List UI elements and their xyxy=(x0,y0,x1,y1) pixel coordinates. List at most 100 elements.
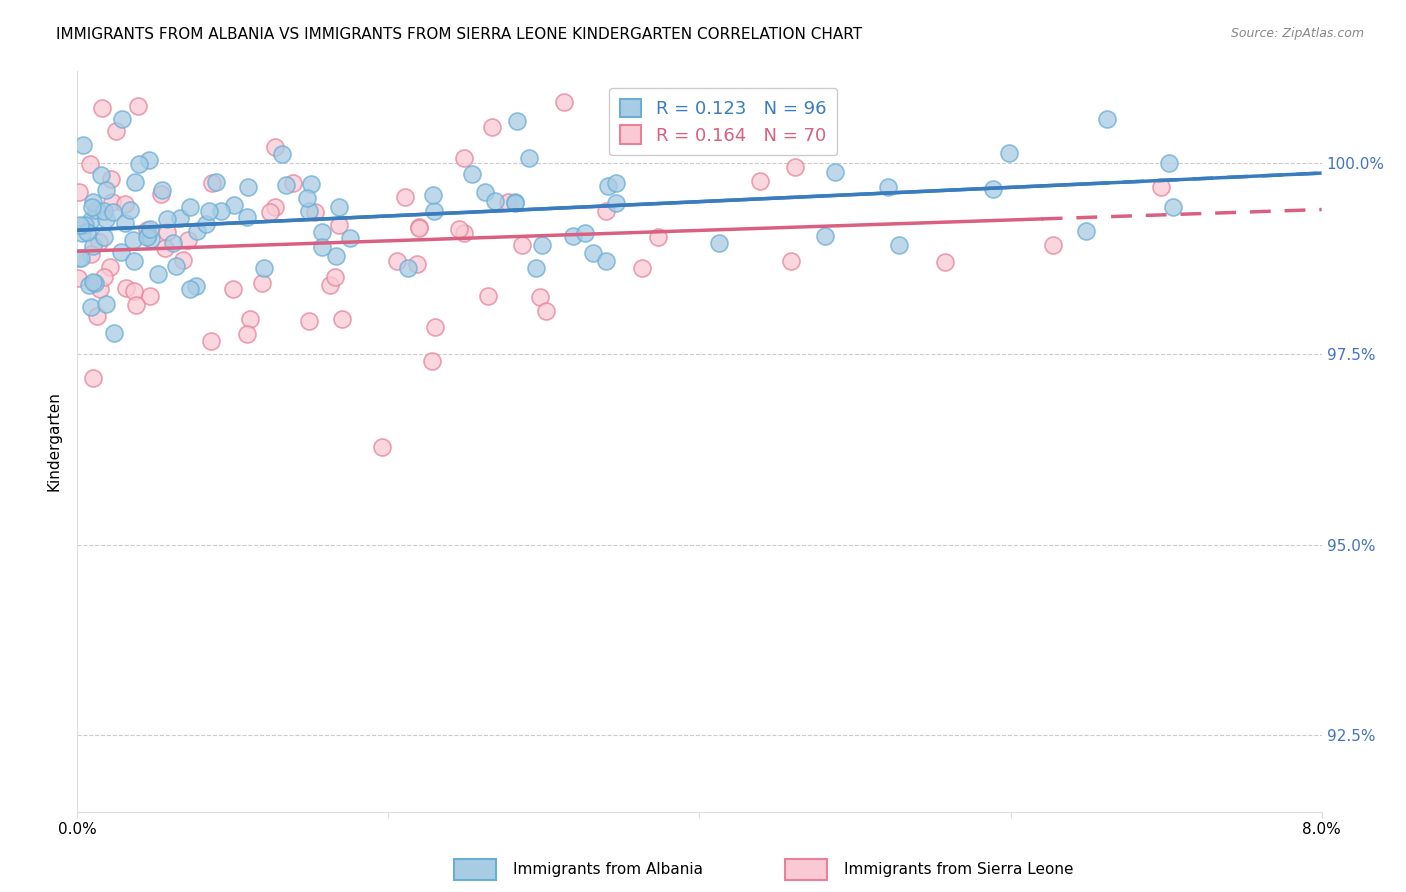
Point xyxy=(139,289,162,303)
Point xyxy=(162,236,184,251)
Point xyxy=(67,185,90,199)
Point xyxy=(110,245,132,260)
Point xyxy=(339,231,361,245)
Point xyxy=(200,334,222,348)
Point xyxy=(423,204,446,219)
Point xyxy=(323,270,346,285)
Point xyxy=(70,226,93,240)
Point xyxy=(122,233,145,247)
Point xyxy=(530,238,553,252)
Point xyxy=(139,232,162,246)
Point xyxy=(484,194,506,209)
Point xyxy=(80,247,103,261)
Point xyxy=(79,300,101,314)
Point xyxy=(371,440,394,454)
Point xyxy=(179,200,201,214)
Text: Immigrants from Sierra Leone: Immigrants from Sierra Leone xyxy=(844,863,1073,877)
Point xyxy=(67,251,90,265)
Point xyxy=(93,203,115,218)
Point xyxy=(783,160,806,174)
Point xyxy=(420,354,443,368)
Point xyxy=(295,192,318,206)
Point xyxy=(120,202,142,217)
Point xyxy=(474,185,496,199)
Point xyxy=(67,270,90,285)
Point xyxy=(94,297,117,311)
Point xyxy=(222,282,245,296)
Point xyxy=(748,173,770,187)
Point xyxy=(169,211,191,225)
Point xyxy=(453,226,475,240)
Point xyxy=(422,188,444,202)
Point xyxy=(172,252,194,267)
Point xyxy=(84,202,107,217)
Point xyxy=(281,177,304,191)
Point xyxy=(82,371,104,385)
Point xyxy=(127,99,149,113)
Point xyxy=(408,220,430,235)
Text: IMMIGRANTS FROM ALBANIA VS IMMIGRANTS FROM SIERRA LEONE KINDERGARTEN CORRELATION: IMMIGRANTS FROM ALBANIA VS IMMIGRANTS FR… xyxy=(56,27,862,42)
Point xyxy=(96,183,118,197)
Point xyxy=(150,183,173,197)
Point xyxy=(101,205,124,219)
Point xyxy=(76,225,98,239)
Point xyxy=(408,219,430,234)
Legend: R = 0.123   N = 96, R = 0.164   N = 70: R = 0.123 N = 96, R = 0.164 N = 70 xyxy=(609,87,837,155)
Point xyxy=(89,282,111,296)
Point xyxy=(605,196,627,211)
Point xyxy=(72,137,94,152)
Point xyxy=(561,228,583,243)
Point xyxy=(423,320,446,334)
Point xyxy=(574,226,596,240)
Point xyxy=(394,190,416,204)
Point xyxy=(1150,179,1173,194)
Point xyxy=(149,186,172,201)
Point xyxy=(156,212,179,227)
Point xyxy=(75,218,97,232)
Point xyxy=(136,227,159,242)
Point xyxy=(90,169,112,183)
Point xyxy=(270,147,292,161)
Point xyxy=(100,171,122,186)
Point xyxy=(79,157,101,171)
Point xyxy=(93,270,115,285)
Point xyxy=(82,195,104,210)
Point xyxy=(250,276,273,290)
Point xyxy=(328,218,350,232)
Point xyxy=(506,114,529,128)
Point xyxy=(124,284,146,298)
Point xyxy=(582,246,605,260)
Point xyxy=(981,182,1004,196)
Point xyxy=(707,235,730,250)
Point xyxy=(595,203,617,218)
Point xyxy=(87,235,110,249)
Point xyxy=(524,261,547,276)
Point xyxy=(114,197,136,211)
Point xyxy=(876,179,898,194)
Point xyxy=(165,259,187,273)
Point xyxy=(405,257,427,271)
Point xyxy=(596,179,619,194)
Point xyxy=(496,195,519,210)
Point xyxy=(115,280,138,294)
Point xyxy=(236,327,259,342)
Point xyxy=(177,233,200,247)
Point xyxy=(299,177,322,191)
Point xyxy=(105,124,128,138)
Point xyxy=(239,311,262,326)
Point xyxy=(297,204,319,219)
Point xyxy=(304,205,326,219)
Point xyxy=(136,223,159,237)
Point xyxy=(605,176,627,190)
Point xyxy=(125,298,148,312)
Y-axis label: Kindergarten: Kindergarten xyxy=(46,392,62,491)
Point xyxy=(236,180,259,194)
Point xyxy=(70,251,93,265)
Point xyxy=(198,204,221,219)
Point xyxy=(311,225,333,239)
Point xyxy=(86,309,108,323)
Point xyxy=(298,314,321,328)
Point xyxy=(780,253,803,268)
Point xyxy=(259,204,281,219)
Point xyxy=(477,289,499,303)
